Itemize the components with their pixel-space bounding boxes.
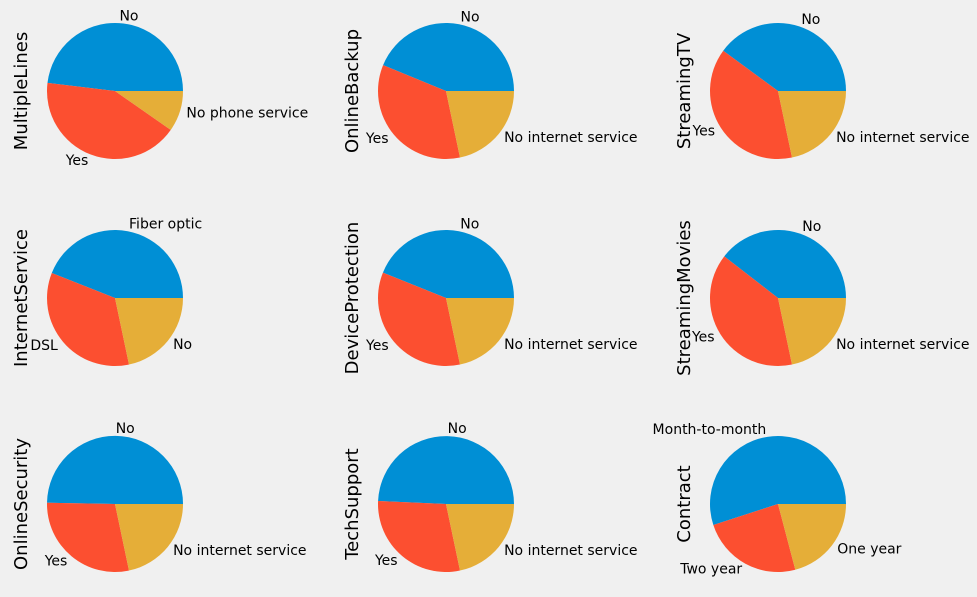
pie-slice-no <box>383 22 514 92</box>
pie-slice-yes <box>710 256 792 366</box>
pie-slice-no <box>723 23 846 91</box>
y-axis-label: StreamingTV <box>674 32 695 149</box>
pie-chart-StreamingTV: No Yes No internet service StreamingTV <box>674 12 970 159</box>
pie-slice-no-internet-service <box>778 298 846 365</box>
pie-slice-no <box>382 229 514 298</box>
y-axis-label: MultipleLines <box>11 32 32 150</box>
pie-slice-no-internet-service <box>446 504 514 571</box>
pie-chart-DeviceProtection: No Yes No internet service DeviceProtection <box>342 217 638 375</box>
pie-chart-OnlineSecurity: No Yes No internet service OnlineSecurity <box>11 421 307 572</box>
slice-label: No internet service <box>173 543 306 559</box>
slice-label: Two year <box>679 562 742 578</box>
pie-slice-yes <box>377 65 460 159</box>
slice-label: No internet service <box>504 337 637 353</box>
slice-label: One year <box>837 542 901 558</box>
pie-chart-InternetService: Fiber optic DSL No InternetService <box>11 217 202 367</box>
y-axis-label: OnlineBackup <box>342 29 363 153</box>
slice-label: Yes <box>691 330 715 346</box>
slice-label: No <box>116 421 135 437</box>
y-axis-label: InternetService <box>11 229 32 367</box>
pie-slice-yes <box>378 501 460 572</box>
pie-slice-fiber-optic <box>51 230 183 298</box>
slice-label: No internet service <box>504 543 637 559</box>
pie-slice-yes <box>377 272 460 366</box>
pie-slice-two-year <box>713 504 796 573</box>
slice-label: No <box>460 10 479 26</box>
slice-label: DSL <box>30 338 58 354</box>
y-axis-label: DeviceProtection <box>342 222 363 375</box>
slice-label: No <box>173 337 192 353</box>
y-axis-label: StreamingMovies <box>674 220 695 376</box>
pie-slice-month-to-month <box>710 435 846 526</box>
slice-label: Fiber optic <box>129 217 202 233</box>
slice-label: Yes <box>365 131 389 147</box>
pie-slice-yes <box>46 502 129 572</box>
slice-label: No <box>448 421 467 437</box>
y-axis-label: Contract <box>674 465 695 542</box>
pie-chart-Contract: Month-to-month Two year One year Contract <box>653 422 902 578</box>
pie-chart-StreamingMovies: No Yes No internet service StreamingMovies <box>674 219 970 376</box>
pie-slice-no <box>115 298 183 365</box>
pie-chart-TechSupport: No Yes No internet service TechSupport <box>342 421 638 572</box>
slice-label: No <box>802 219 821 235</box>
pie-slice-no <box>47 22 184 91</box>
pie-slice-no-internet-service <box>778 91 846 158</box>
pie-slice-yes <box>46 82 171 160</box>
slice-label: Month-to-month <box>653 422 767 438</box>
y-axis-label: TechSupport <box>342 448 363 560</box>
slice-label: No <box>801 12 820 28</box>
slice-label: Yes <box>44 554 68 570</box>
pie-slice-yes <box>710 50 792 159</box>
pie-slice-no-internet-service <box>115 504 183 571</box>
slice-label: No phone service <box>186 105 308 121</box>
slice-label: No <box>119 8 138 24</box>
pie-slice-no-phone-service <box>115 91 183 130</box>
slice-label: No internet service <box>504 130 637 146</box>
pie-slice-one-year <box>778 504 846 570</box>
pie-slice-no <box>378 436 514 504</box>
pie-chart-MultipleLines: No Yes No phone service MultipleLines <box>11 8 308 169</box>
pie-slice-no <box>47 435 184 504</box>
slice-label: Yes <box>365 338 389 354</box>
slice-label: No <box>460 217 479 233</box>
slice-label: Yes <box>374 553 398 569</box>
pie-slice-no-internet-service <box>446 298 514 365</box>
y-axis-label: OnlineSecurity <box>11 438 32 570</box>
pie-slice-no <box>724 229 847 298</box>
slice-label: No internet service <box>836 337 969 353</box>
pie-chart-OnlineBackup: No Yes No internet service OnlineBackup <box>342 10 638 159</box>
pie-slice-no-internet-service <box>446 91 514 158</box>
slice-label: No internet service <box>836 130 969 146</box>
slice-label: Yes <box>691 123 715 139</box>
pie-slice-dsl <box>47 272 129 366</box>
slice-label: Yes <box>65 153 89 169</box>
